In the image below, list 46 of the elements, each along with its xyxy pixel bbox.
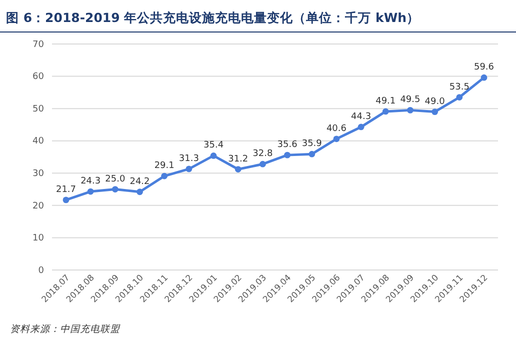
point xyxy=(456,94,463,100)
point xyxy=(112,186,118,192)
point xyxy=(432,108,438,115)
data-label: 35.4 xyxy=(204,140,224,151)
point xyxy=(161,172,168,180)
point xyxy=(186,166,192,172)
data-label: 24.3 xyxy=(80,176,101,187)
point xyxy=(284,152,290,158)
data-label: 31.3 xyxy=(178,154,199,164)
point xyxy=(260,160,266,168)
y-tick-label: 40 xyxy=(32,136,44,147)
point xyxy=(210,152,217,159)
data-label: 25.0 xyxy=(105,174,126,184)
point xyxy=(136,188,143,196)
point xyxy=(87,188,94,195)
data-label: 49.5 xyxy=(400,95,420,106)
y-tick-label: 50 xyxy=(32,104,44,114)
y-tick-label: 10 xyxy=(32,234,44,244)
point xyxy=(62,196,70,204)
data-label: 31.2 xyxy=(228,154,248,164)
text: 资料来源：中国充电联盟 xyxy=(10,323,121,335)
data-label: 35.9 xyxy=(302,139,322,150)
data-label: 49.0 xyxy=(424,96,446,107)
point xyxy=(480,74,488,81)
point xyxy=(234,166,242,172)
point xyxy=(358,124,364,130)
point xyxy=(407,106,414,114)
point xyxy=(333,136,340,142)
data-label: 49.1 xyxy=(376,96,396,106)
data-label: 40.6 xyxy=(326,124,347,134)
chart-title: 图 6：2018-2019 年公共充电设施充电电量变化（单位：千万 kWh） xyxy=(6,10,420,25)
data-label: 24.2 xyxy=(130,176,150,187)
point xyxy=(382,108,389,115)
y-tick-label: 60 xyxy=(32,72,44,82)
data-label: 35.6 xyxy=(277,140,298,150)
data-label: 44.3 xyxy=(351,112,372,122)
data-label: 21.7 xyxy=(56,184,76,195)
point xyxy=(308,150,316,158)
data-label: 29.1 xyxy=(154,161,174,172)
data-label: 32.8 xyxy=(252,149,273,160)
y-tick-label: 30 xyxy=(32,169,44,180)
data-label: 59.6 xyxy=(474,62,494,73)
y-tick-label: 0 xyxy=(38,266,44,276)
y-tick-label: 20 xyxy=(32,201,44,212)
y-tick-label: 70 xyxy=(32,40,44,50)
data-label: 53.5 xyxy=(449,82,470,92)
